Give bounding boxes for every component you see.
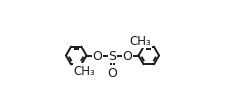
Text: CH₃: CH₃	[129, 35, 151, 48]
Text: CH₃: CH₃	[74, 64, 96, 77]
Text: S: S	[108, 50, 117, 62]
Text: O: O	[92, 50, 102, 62]
Text: O: O	[123, 50, 133, 62]
Text: O: O	[108, 66, 117, 79]
